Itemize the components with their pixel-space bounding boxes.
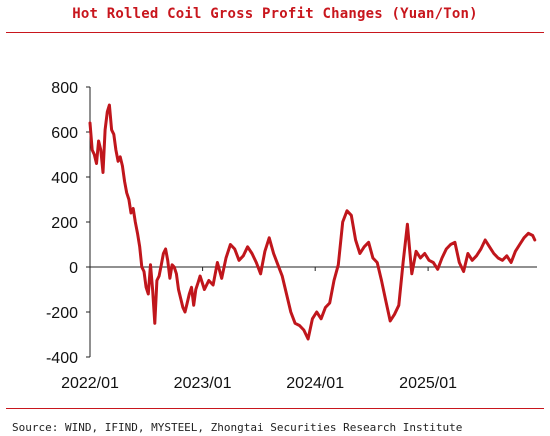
x-tick-label: 2023/01 <box>174 375 232 392</box>
y-tick-label: 0 <box>69 260 78 277</box>
x-tick-label: 2024/01 <box>286 375 344 392</box>
y-tick-label: -200 <box>46 305 78 322</box>
y-tick-label: 400 <box>51 170 78 187</box>
plot-area <box>88 103 537 341</box>
y-tick-label: 200 <box>51 215 78 232</box>
title-divider <box>6 32 544 33</box>
series-line-gross-profit <box>88 103 537 341</box>
y-tick-label: 600 <box>51 125 78 142</box>
footer-divider <box>6 408 544 409</box>
chart-title: Hot Rolled Coil Gross Profit Changes (Yu… <box>72 6 478 22</box>
x-tick-label: 2022/01 <box>61 375 119 392</box>
chart-axes: 800 600 400 200 0 -200 -400 2022/01 2023/01 2024/… <box>46 80 537 392</box>
x-tick-label: 2025/01 <box>399 375 457 392</box>
y-tick-label: 800 <box>51 80 78 97</box>
source-note: Source: WIND, IFIND, MYSTEEL, Zhongtai S… <box>12 421 463 434</box>
y-tick-label: -400 <box>46 350 78 367</box>
